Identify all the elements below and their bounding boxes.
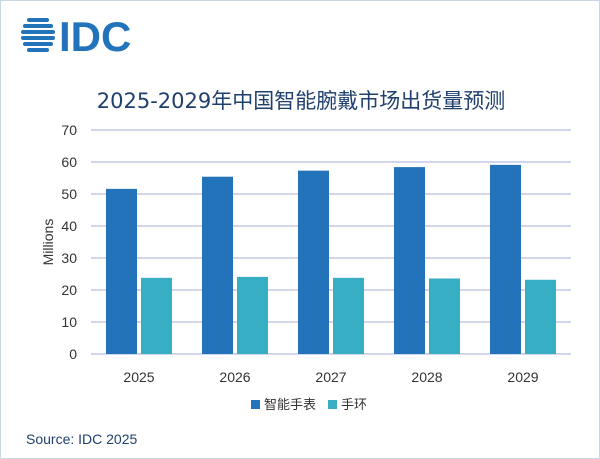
bar-smartwatch-2027: [298, 170, 329, 354]
y-tick-label: 50: [61, 186, 77, 202]
y-tick-label: 10: [61, 314, 77, 330]
y-tick-label: 0: [69, 346, 77, 362]
bar-band-2029: [525, 279, 556, 354]
chart-title: 2025-2029年中国智能腕戴市场出货量预测: [96, 89, 506, 113]
legend-swatch: [328, 400, 337, 409]
legend-label: 手环: [341, 398, 367, 413]
bar-smartwatch-2025: [106, 188, 137, 354]
bar-band-2025: [141, 277, 172, 354]
source-note: Source: IDC 2025: [26, 431, 138, 447]
x-tick-label: 2029: [507, 369, 538, 385]
bar-band-2028: [429, 278, 460, 354]
y-tick-label: 30: [61, 250, 77, 266]
bar-band-2027: [333, 277, 364, 354]
bar-smartwatch-2029: [490, 164, 521, 354]
x-tick-label: 2028: [411, 369, 442, 385]
x-tick-label: 2027: [315, 369, 346, 385]
logo-text: IDC: [59, 13, 131, 57]
y-tick-label: 70: [61, 122, 77, 138]
bar-smartwatch-2028: [394, 167, 425, 354]
y-tick-label: 60: [61, 154, 77, 170]
bar-smartwatch-2026: [202, 176, 233, 354]
y-tick-label: 40: [61, 218, 77, 234]
idc-logo: IDC: [21, 13, 151, 62]
x-tick-label: 2026: [219, 369, 250, 385]
legend-label: 智能手表: [264, 398, 316, 413]
x-tick-label: 2025: [123, 369, 154, 385]
y-axis-label: Millions: [40, 219, 56, 266]
bar-band-2026: [237, 276, 268, 354]
legend-swatch: [251, 400, 260, 409]
y-tick-label: 20: [61, 282, 77, 298]
globe-icon: [21, 18, 55, 52]
